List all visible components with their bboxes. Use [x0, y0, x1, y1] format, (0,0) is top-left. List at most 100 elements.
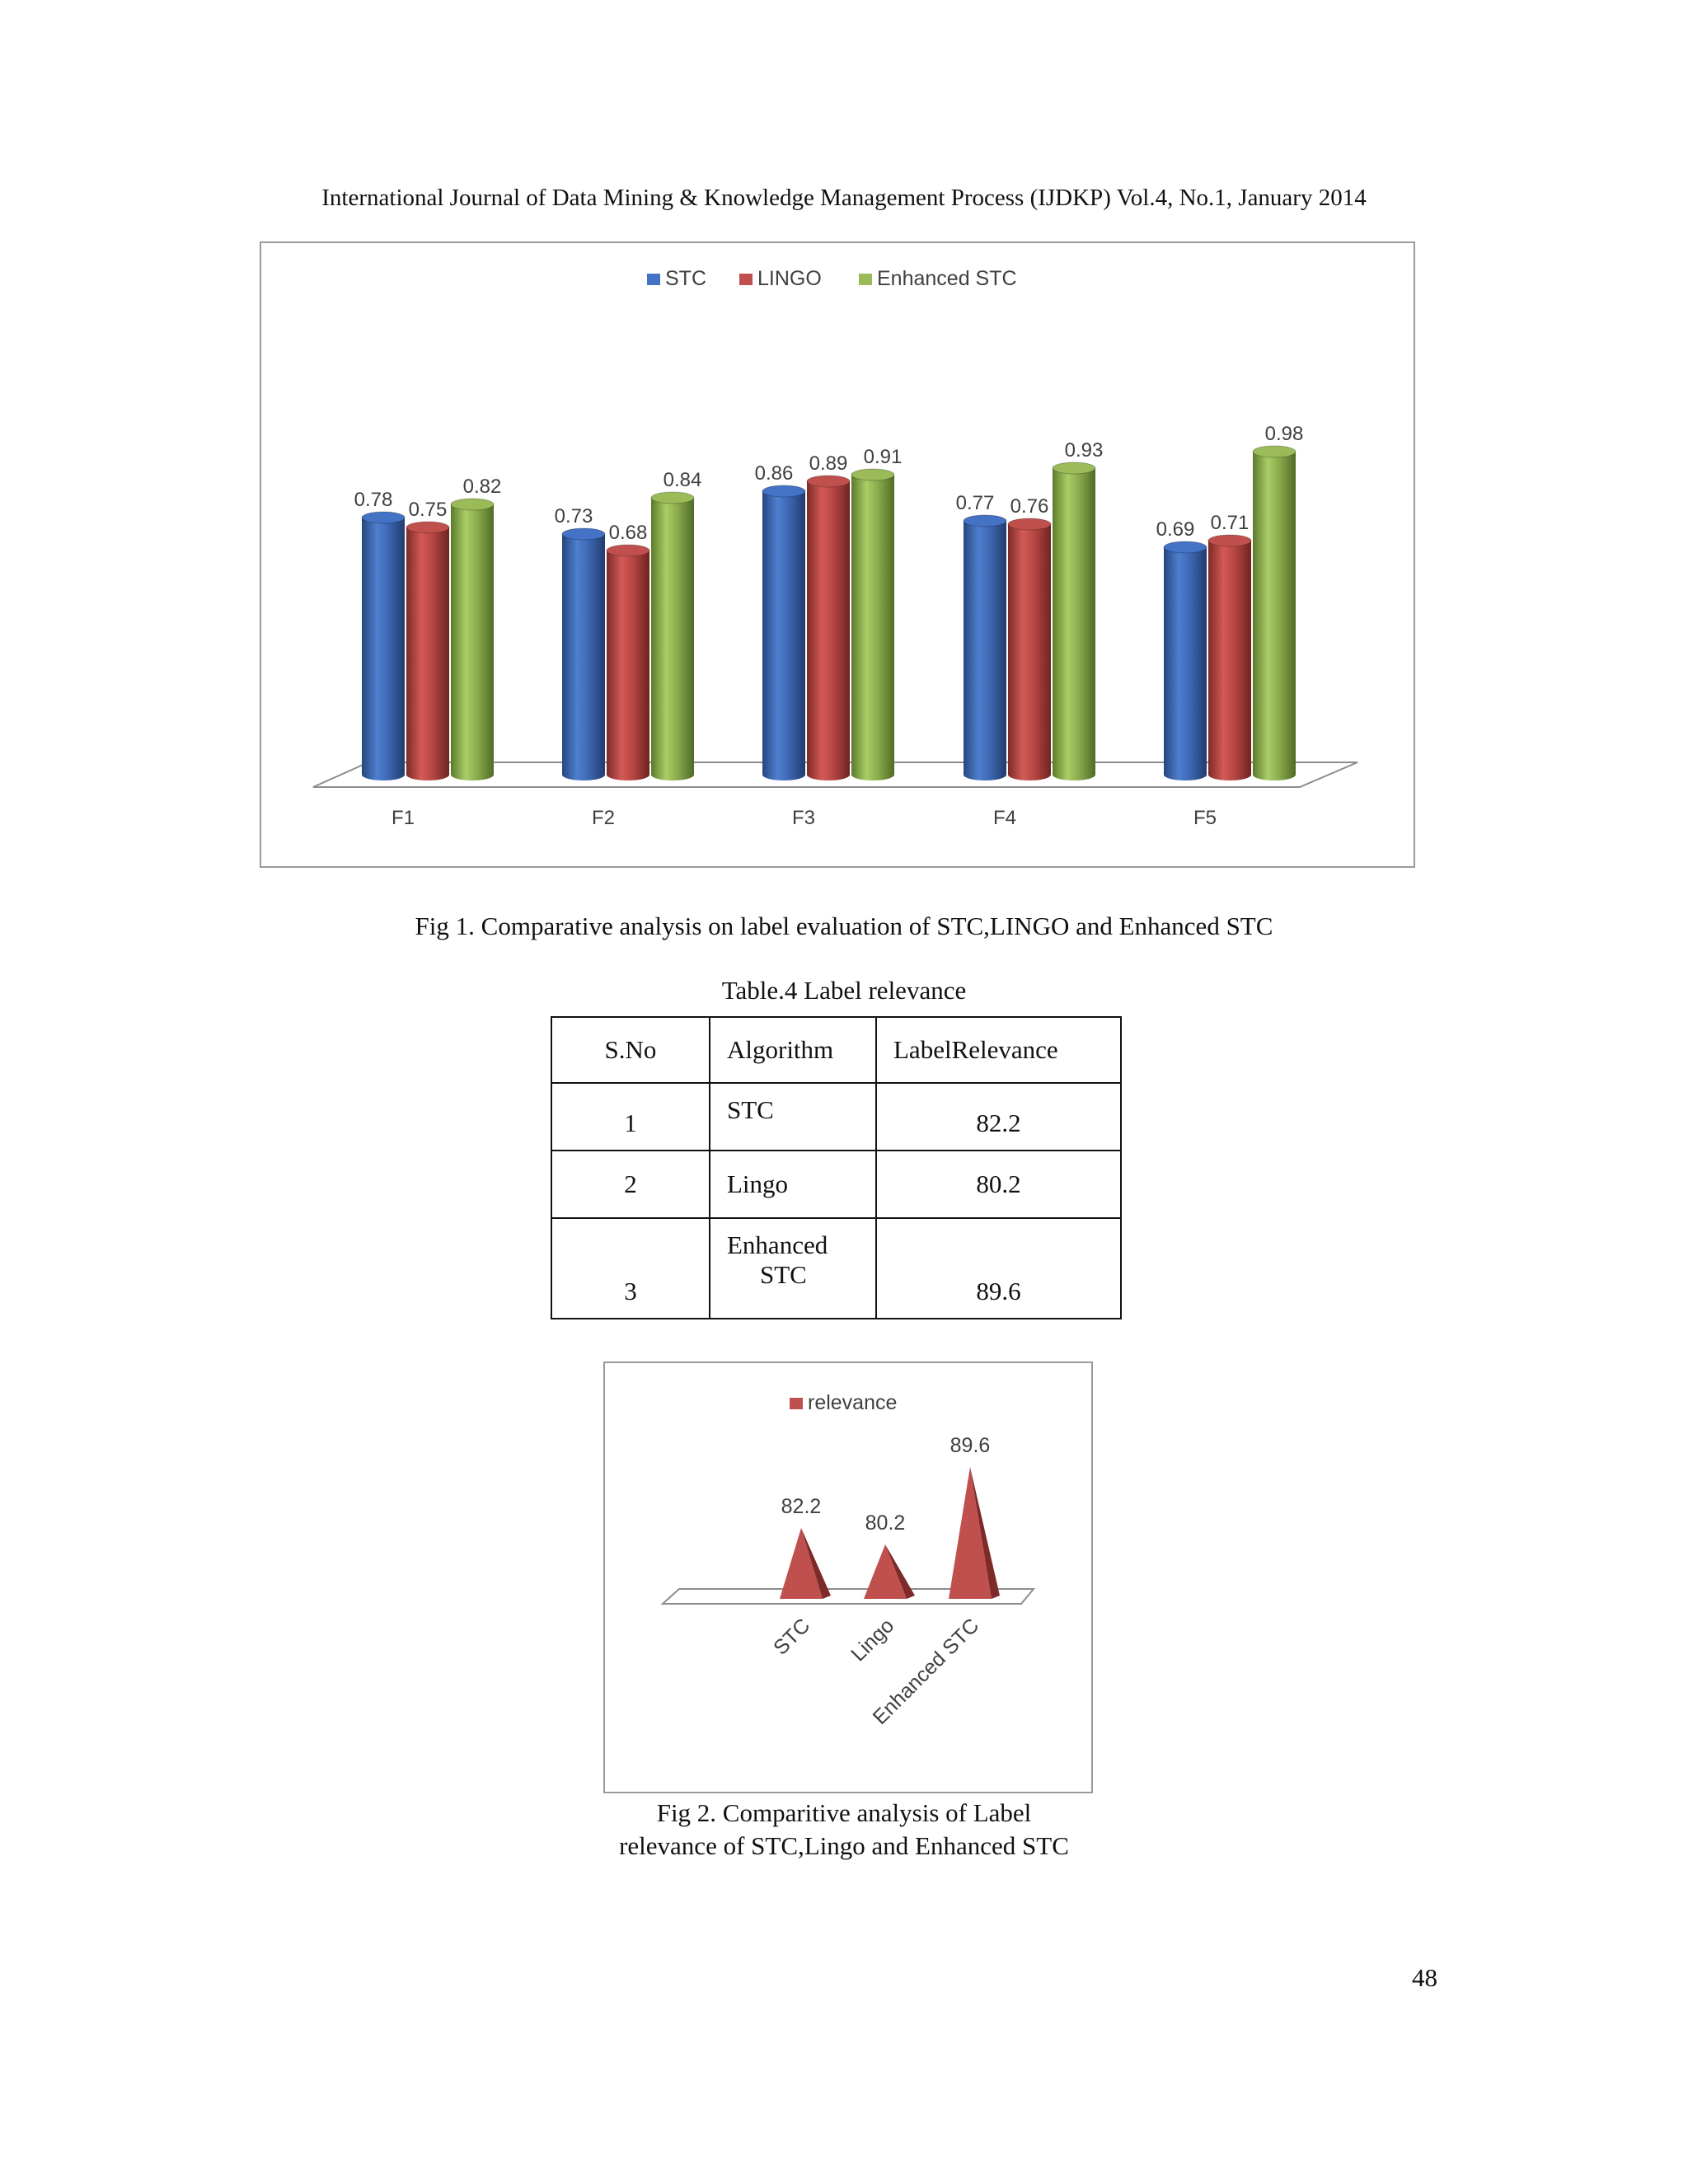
data-label: 0.71	[1211, 512, 1250, 534]
bar-enhanced-stc-f3	[851, 475, 894, 775]
pyramid-side	[801, 1528, 831, 1599]
legend-label-relevance: relevance	[808, 1391, 897, 1414]
bar-stc-f1	[362, 518, 405, 775]
bar-stc-f5	[1164, 547, 1207, 775]
bar-base	[607, 769, 649, 780]
cell-algorithm: Enhanced STC	[709, 1217, 877, 1319]
x-tick-label-f1: F1	[392, 807, 415, 829]
bar-base	[1253, 769, 1296, 780]
data-label: 0.73	[555, 505, 593, 527]
fig2-floor	[660, 1588, 1036, 1605]
bar-cap	[1207, 534, 1252, 547]
x-tick-label-lingo: Lingo	[846, 1614, 898, 1666]
data-label: 0.75	[409, 499, 448, 521]
bar-cap	[963, 514, 1007, 527]
bar-base	[562, 769, 605, 780]
data-label: 0.93	[1065, 439, 1104, 462]
cell-sno: 1	[551, 1082, 710, 1151]
x-tick-label-stc: STC	[769, 1614, 814, 1659]
pyramid-side	[885, 1544, 915, 1599]
fig1-chart: STC LINGO Enhanced STC 0.78 0.75 0.82 F1 0.7…	[260, 241, 1415, 868]
bar-stc-f2	[562, 534, 605, 775]
bar-enhanced-stc-f4	[1053, 468, 1095, 775]
cell-sno: 2	[551, 1150, 710, 1219]
fig2-chart: relevance 82.2 STC 80.2 Lingo 89.6 Enhanced S…	[603, 1361, 1093, 1793]
bar-base	[807, 769, 850, 780]
journal-header: International Journal of Data Mining & K…	[321, 185, 1367, 211]
bar-stc-f4	[964, 521, 1006, 775]
bar-lingo-f2	[607, 551, 649, 775]
data-label: 0.77	[956, 492, 995, 514]
legend-swatch-relevance	[790, 1398, 803, 1409]
cell-algorithm: Lingo	[709, 1150, 877, 1219]
bar-cap	[450, 498, 495, 511]
x-tick-label-f5: F5	[1193, 807, 1217, 829]
x-tick-label-f3: F3	[792, 807, 815, 829]
data-label: 0.82	[463, 476, 502, 498]
table-header-row: S.No Algorithm LabelRelevance	[551, 1016, 1122, 1084]
data-label: 0.89	[809, 452, 848, 475]
data-label: 0.98	[1265, 423, 1304, 445]
bar-base	[362, 769, 405, 780]
bar-cap	[1163, 541, 1207, 554]
bar-cap	[1007, 518, 1052, 531]
fig1-svg: STC LINGO Enhanced STC 0.78 0.75 0.82 F1 0.7…	[312, 267, 1358, 829]
bar-base	[762, 769, 805, 780]
bar-base	[1053, 769, 1095, 780]
table-row: 2 Lingo 80.2	[551, 1150, 1122, 1219]
cell-algorithm: STC	[709, 1082, 877, 1151]
data-label: 0.68	[609, 522, 648, 544]
legend-swatch-stc	[647, 274, 660, 285]
bar-cap	[361, 511, 406, 524]
x-tick-label-f2: F2	[592, 807, 615, 829]
label-relevance-table: S.No Algorithm LabelRelevance 1 STC 82.2…	[551, 1016, 1122, 1319]
bar-stc-f3	[762, 491, 805, 775]
legend-swatch-lingo	[739, 274, 753, 285]
data-label: 80.2	[865, 1511, 906, 1535]
cell-relevance: 89.6	[875, 1217, 1122, 1319]
fig2-caption-line2: relevance of STC,Lingo and Enhanced STC	[619, 1831, 1069, 1860]
cell-algorithm-line1: Enhanced	[727, 1230, 828, 1259]
cell-algorithm-line2: STC	[760, 1260, 807, 1289]
bar-cap	[406, 521, 450, 534]
fig2-legend: relevance	[790, 1391, 897, 1414]
bar-cap	[650, 491, 695, 504]
header-algorithm: Algorithm	[709, 1016, 877, 1084]
data-label: 0.69	[1156, 518, 1195, 541]
data-label: 0.78	[354, 489, 393, 511]
bar-base	[964, 769, 1006, 780]
data-label: 89.6	[950, 1434, 991, 1457]
header-label-relevance: LabelRelevance	[875, 1016, 1122, 1084]
bar-cap	[806, 475, 851, 488]
fig2-caption-line1: Fig 2. Comparitive analysis of Label	[656, 1798, 1032, 1827]
bar-enhanced-stc-f1	[451, 504, 494, 775]
bar-base	[651, 769, 694, 780]
pyramid-lingo	[864, 1544, 907, 1599]
bar-enhanced-stc-f5	[1253, 452, 1296, 775]
bar-base	[406, 769, 449, 780]
header-sno: S.No	[551, 1016, 710, 1084]
bar-cap	[851, 468, 895, 481]
bar-base	[851, 769, 894, 780]
legend-label-lingo: LINGO	[757, 267, 822, 290]
bar-cap	[1052, 462, 1096, 475]
bar-cap	[606, 544, 650, 557]
table-row: 3 Enhanced STC 89.6	[551, 1217, 1122, 1319]
table-row: 1 STC 82.2	[551, 1082, 1122, 1151]
cell-relevance: 80.2	[875, 1150, 1122, 1219]
pyramid-stc	[780, 1528, 823, 1599]
legend-label-enhanced: Enhanced STC	[877, 267, 1017, 290]
x-tick-label-f4: F4	[993, 807, 1016, 829]
pyramid-enhanced-stc	[949, 1467, 992, 1599]
data-label: 0.86	[755, 462, 794, 485]
fig1-caption: Fig 1. Comparative analysis on label eva…	[415, 912, 1273, 940]
data-label: 82.2	[781, 1495, 822, 1518]
table-title: Table.4 Label relevance	[721, 976, 967, 1005]
data-label: 0.76	[1010, 495, 1049, 518]
legend-swatch-enhanced	[859, 274, 872, 285]
data-label: 0.84	[663, 469, 702, 491]
bar-base	[1164, 769, 1207, 780]
bar-lingo-f1	[406, 527, 449, 775]
legend-label-stc: STC	[665, 267, 706, 290]
